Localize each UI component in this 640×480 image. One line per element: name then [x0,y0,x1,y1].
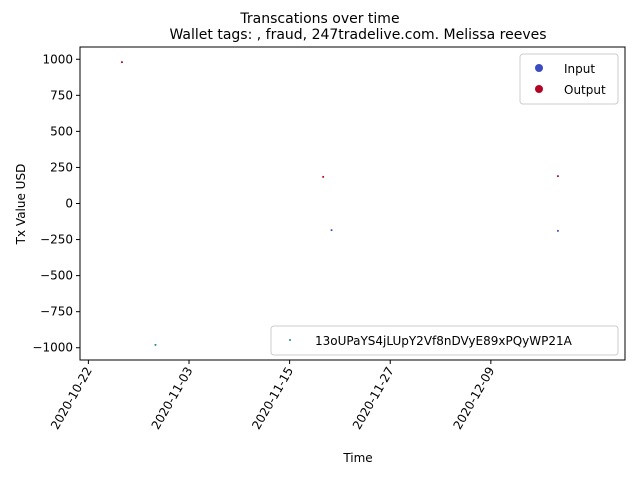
x-tick-label: 2020-11-03 [149,365,196,432]
data-point [154,343,157,346]
legend-top-label: Output [564,83,606,97]
legend-bottom-label: 13oUPaYS4jLUpY2Vf8nDVyE89xPQyWP21A [315,334,573,348]
y-tick-label: 1000 [42,52,73,66]
chart-subtitle: Wallet tags: , fraud, 247tradelive.com. … [169,27,546,43]
x-tick-label: 2020-11-15 [249,365,296,432]
y-tick-label: 0 [65,197,73,211]
legend-bottom-marker [289,339,291,341]
y-tick-label: 500 [50,124,73,138]
legend-top-marker [535,64,543,72]
y-tick-label: 750 [50,88,73,102]
legend-top-marker [535,85,543,93]
data-point [556,229,559,232]
chart-title: Transcations over time [239,11,399,27]
x-tick-label: 2020-10-22 [48,365,95,432]
x-tick-label: 2020-11-27 [350,365,397,432]
y-tick-label: 250 [50,160,73,174]
legend-top-label: Input [564,62,595,76]
x-axis-label: Time [342,451,372,465]
data-point [120,61,123,64]
data-point [330,229,333,232]
data-point [322,175,325,178]
y-tick-label: −750 [40,305,73,319]
y-tick-label: −1000 [32,341,73,355]
legend-bottom-box [270,325,619,356]
x-tick-label: 2020-12-09 [450,365,497,432]
y-axis-label: Tx Value USD [14,164,28,246]
data-point [556,175,559,178]
y-tick-label: −250 [40,233,73,247]
plot-area: 1000 750 500 250 0 −250 −500 −750 −1000 2020-10-2… [32,46,626,432]
legend-top-box [519,53,619,105]
y-tick-label: −500 [40,269,73,283]
